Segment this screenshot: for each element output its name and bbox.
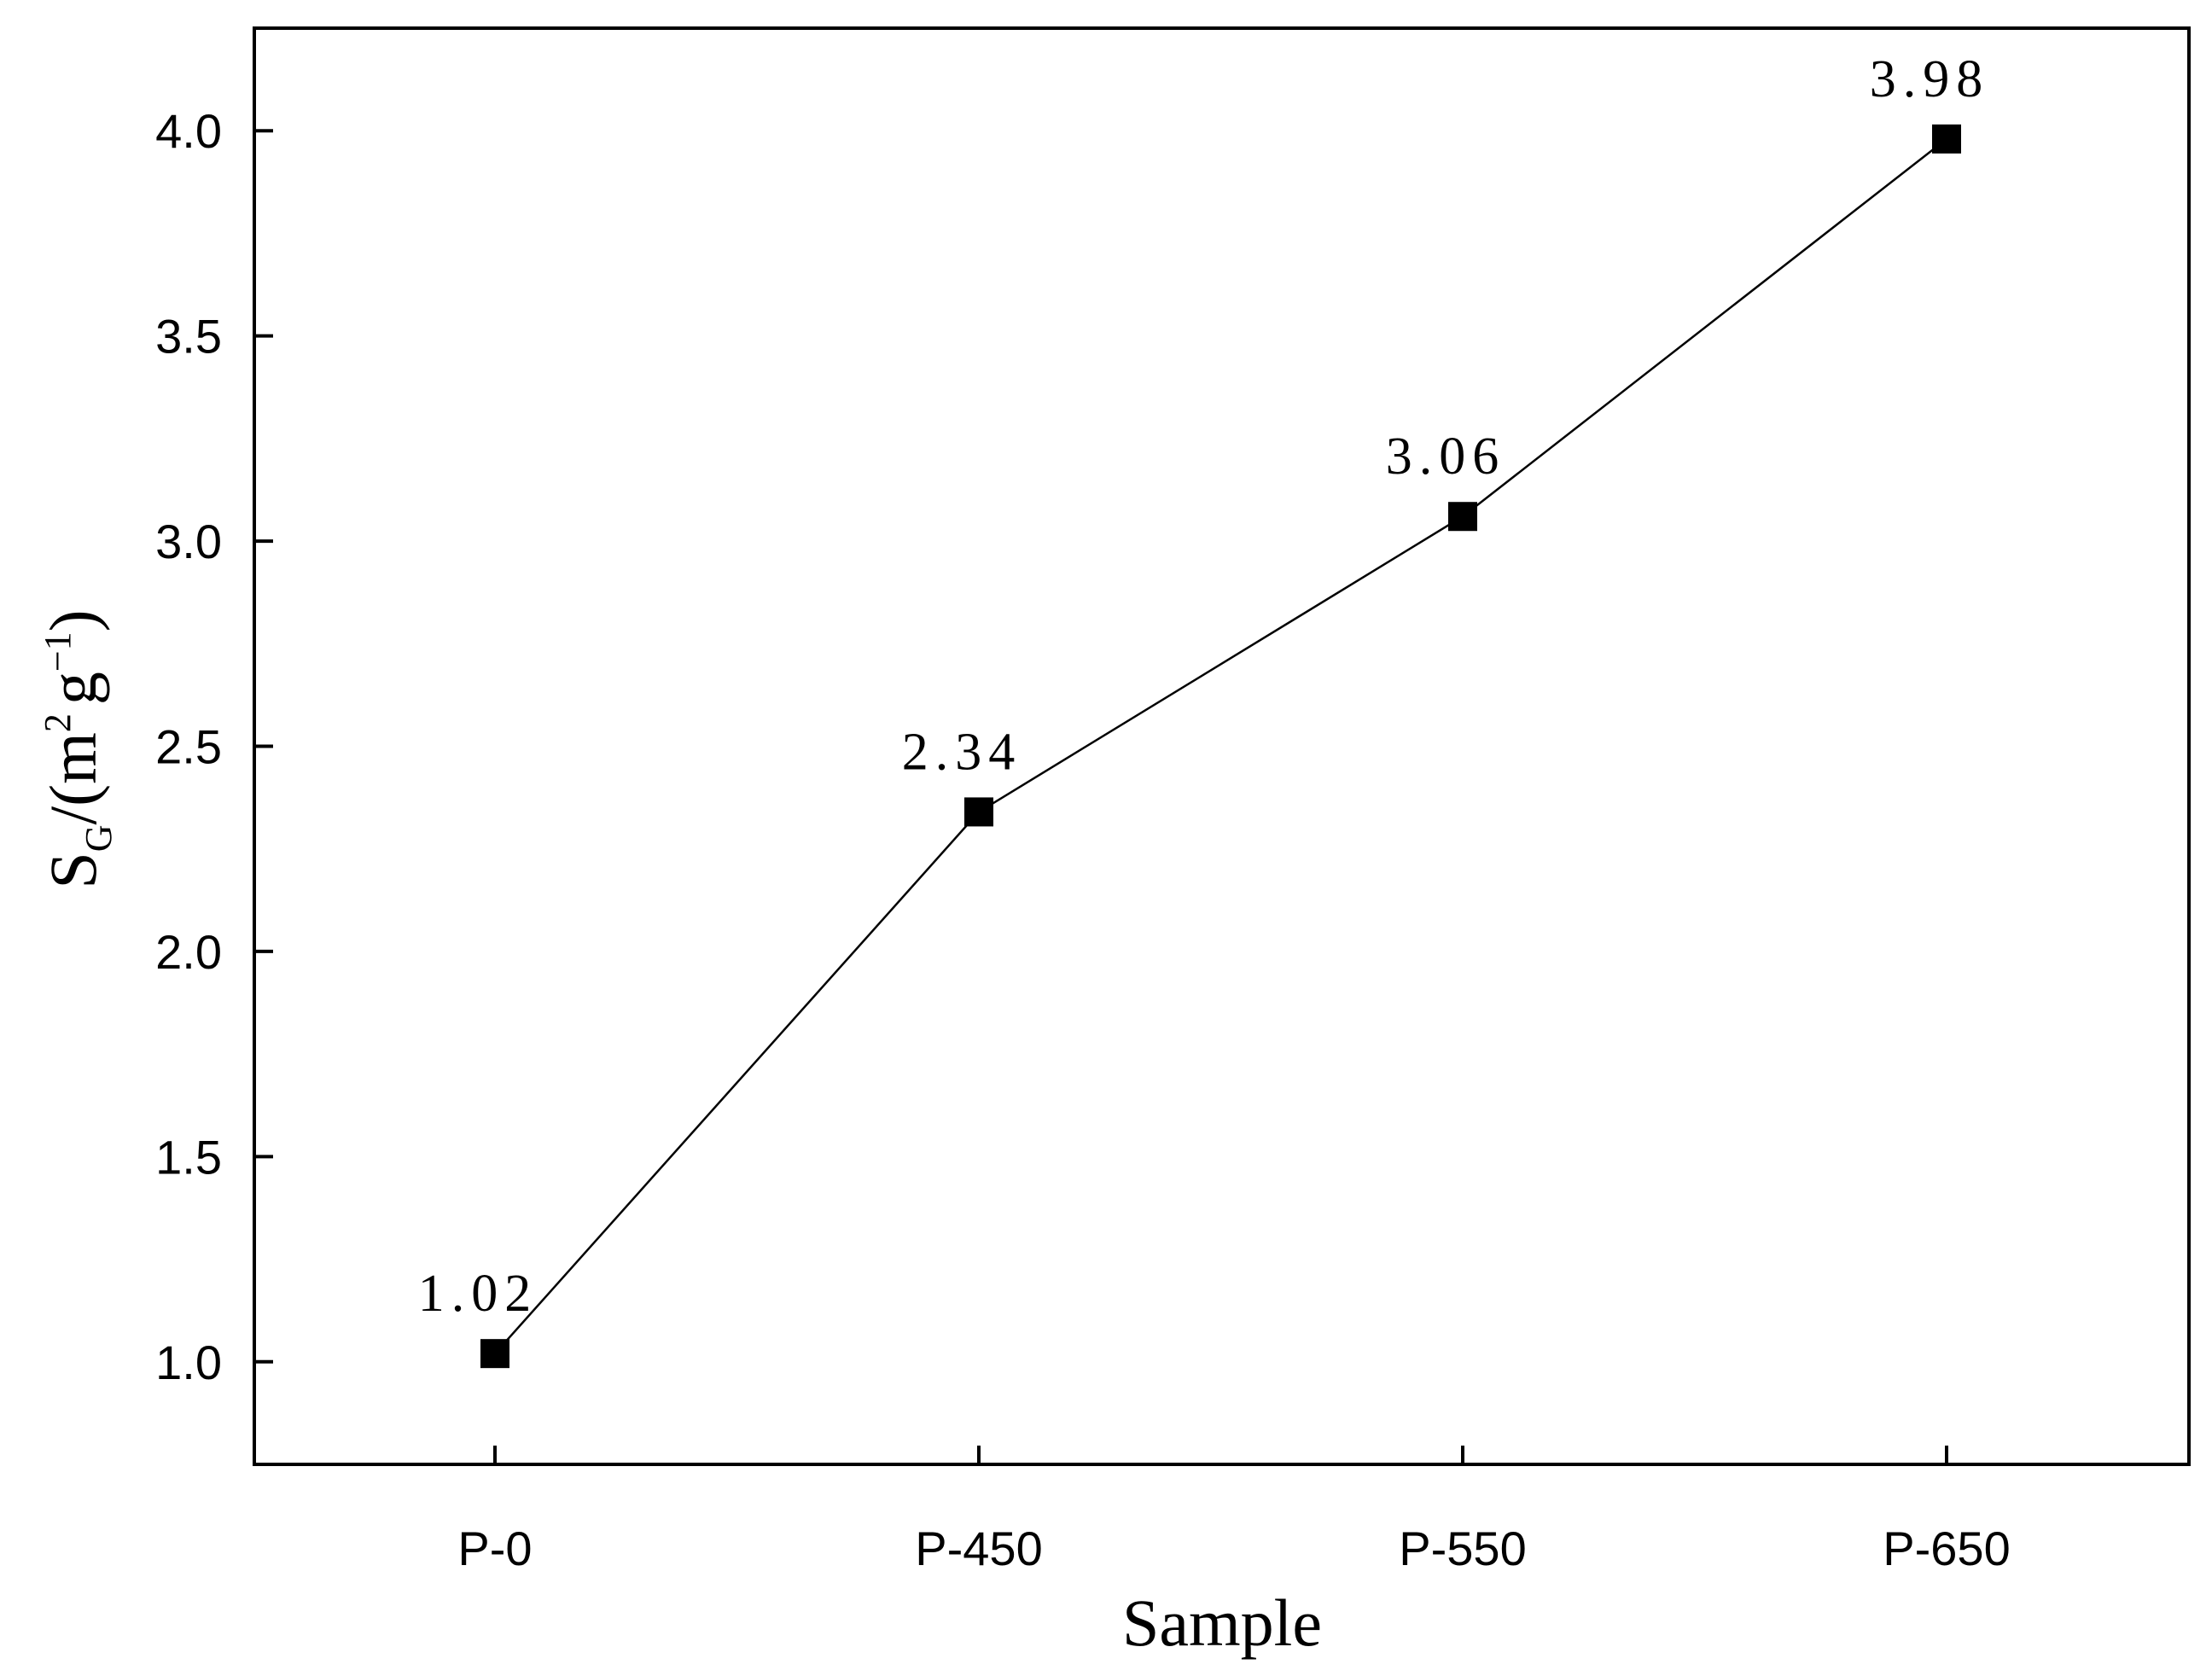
y-axis-title-superscript-2: −1: [37, 631, 79, 672]
data-point-marker: [1448, 502, 1477, 532]
y-tick-label: 1.5: [155, 1130, 222, 1184]
y-axis-title-subscript: G: [78, 824, 119, 852]
y-axis-title-superscript-1: 2: [37, 713, 79, 732]
y-tick-label: 2.0: [155, 925, 222, 979]
y-axis-title-main: S: [36, 852, 110, 888]
data-label: 1.02: [418, 1265, 538, 1323]
y-axis-title-unit-mid: g: [36, 672, 110, 705]
y-axis-title-unit-open: /(m: [36, 732, 110, 824]
y-axis: 1.0 1.5 2.0 2.5 3.0 3.5 4.0: [155, 104, 273, 1389]
series-markers: [480, 124, 1961, 1369]
x-axis-title: Sample: [1122, 1586, 1322, 1660]
y-tick-label: 3.0: [155, 515, 222, 568]
y-axis-title: SG/(m2 g−1): [36, 609, 119, 888]
data-point-marker: [480, 1339, 509, 1369]
data-label: 3.98: [1870, 50, 1990, 108]
data-point-marker: [1932, 124, 1961, 154]
data-labels: 1.02 2.34 3.06 3.98: [418, 50, 1990, 1323]
data-label: 2.34: [902, 723, 1022, 781]
x-axis: P-0 P-450 P-550 P-650: [457, 1446, 2011, 1575]
y-tick-label: 2.5: [155, 720, 222, 774]
x-tick-label: P-0: [457, 1522, 532, 1575]
y-axis-title-unit-close: ): [36, 609, 110, 631]
y-tick-label: 3.5: [155, 310, 222, 364]
series-line: [494, 137, 1947, 1355]
y-tick-label: 1.0: [155, 1336, 222, 1389]
data-point-marker: [964, 797, 993, 827]
y-tick-label: 4.0: [155, 104, 222, 158]
x-tick-label: P-650: [1883, 1522, 2010, 1575]
data-label: 3.06: [1386, 428, 1506, 486]
x-tick-label: P-550: [1399, 1522, 1526, 1575]
x-tick-label: P-450: [915, 1522, 1042, 1575]
